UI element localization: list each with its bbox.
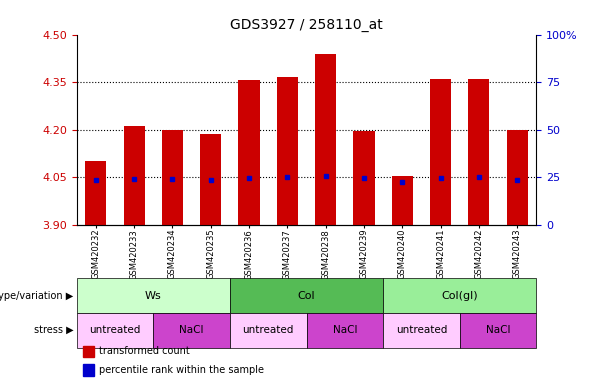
Text: NaCl: NaCl	[180, 325, 204, 335]
Text: percentile rank within the sample: percentile rank within the sample	[99, 365, 264, 375]
Title: GDS3927 / 258110_at: GDS3927 / 258110_at	[230, 18, 383, 32]
Bar	[315, 53, 336, 225]
Bar	[124, 126, 145, 225]
Bar	[468, 79, 489, 225]
Text: untreated: untreated	[243, 325, 294, 335]
Text: Col: Col	[298, 291, 315, 301]
Text: untreated: untreated	[396, 325, 447, 335]
Bar	[430, 79, 451, 225]
Text: Ws: Ws	[145, 291, 162, 301]
Text: genotype/variation ▶: genotype/variation ▶	[0, 291, 74, 301]
Bar	[392, 175, 413, 225]
Text: NaCl: NaCl	[333, 325, 357, 335]
Text: untreated: untreated	[89, 325, 140, 335]
Bar	[354, 131, 375, 225]
Text: transformed count: transformed count	[99, 346, 189, 356]
Text: stress ▶: stress ▶	[34, 325, 74, 335]
Bar	[277, 77, 298, 225]
Bar	[238, 81, 259, 225]
Bar	[162, 130, 183, 225]
Text: Col(gl): Col(gl)	[441, 291, 478, 301]
Bar	[507, 130, 528, 225]
Text: NaCl: NaCl	[486, 325, 510, 335]
Bar	[200, 134, 221, 225]
Bar	[85, 161, 106, 225]
